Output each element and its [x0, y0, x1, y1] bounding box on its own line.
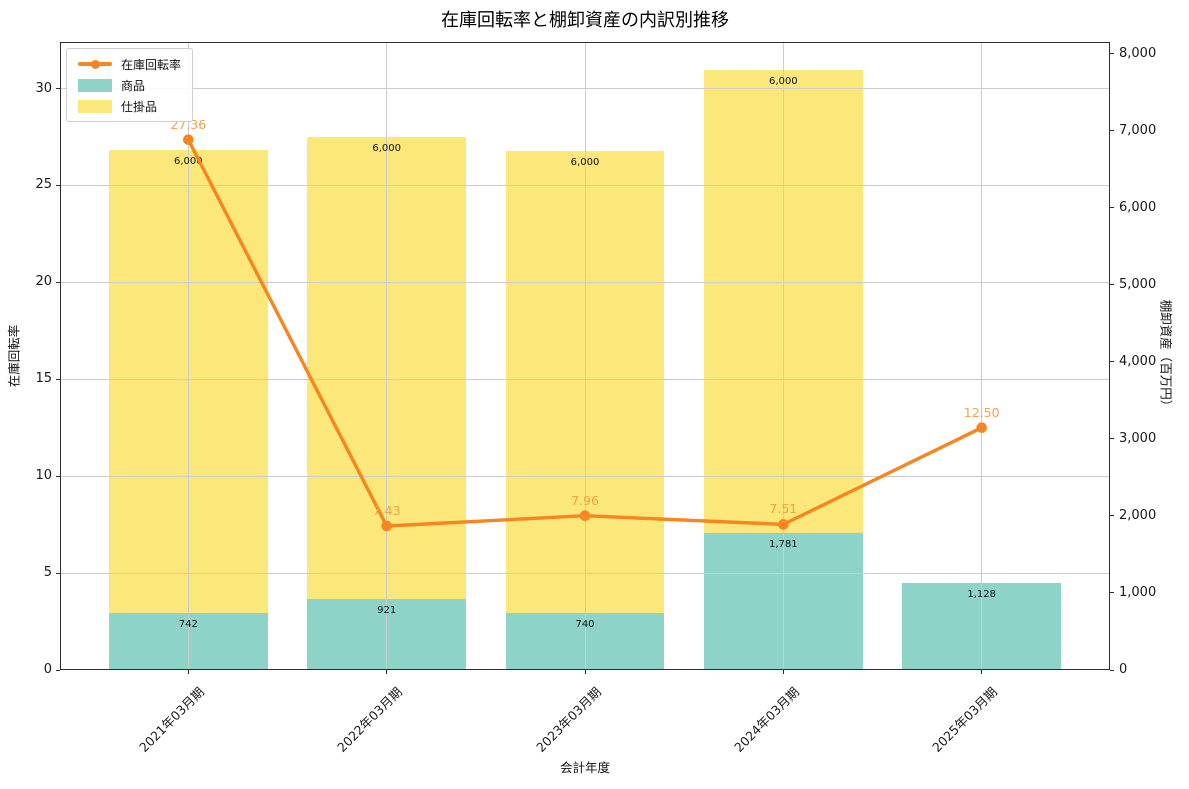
y-left-tick-label: 10 — [35, 468, 52, 484]
y-right-tick-label: 2,000 — [1119, 507, 1157, 523]
y-right-tick-mark — [1110, 669, 1114, 671]
x-tick-mark — [187, 670, 189, 674]
bar-value-label: 1,781 — [769, 538, 798, 550]
bar-value-label: 1,128 — [967, 589, 996, 601]
y-right-tick-label: 7,000 — [1119, 122, 1157, 138]
y-right-tick-mark — [1110, 515, 1114, 517]
x-tick-label: 2023年03月期 — [532, 684, 604, 755]
legend-label: 商品 — [121, 78, 146, 93]
y-right-tick-label: 0 — [1119, 662, 1128, 677]
gridline-vertical — [584, 42, 586, 670]
y-right-tick-label: 8,000 — [1119, 45, 1157, 61]
bar-value-label: 740 — [575, 618, 595, 630]
bar-value-label: 6,000 — [570, 156, 600, 168]
bar-value-label: 921 — [377, 605, 397, 617]
y-right-tick-mark — [1110, 361, 1114, 363]
gridline-vertical — [386, 42, 388, 670]
x-tick-mark — [782, 670, 784, 674]
y-right-tick-mark — [1110, 130, 1114, 132]
gridline-vertical — [187, 42, 189, 670]
bar-value-label: 6,000 — [173, 156, 203, 168]
legend-label: 在庫回転率 — [121, 57, 182, 72]
x-tick-mark — [386, 670, 388, 674]
legend-line-marker-icon — [78, 57, 112, 71]
legend-label: 仕掛品 — [121, 99, 158, 114]
y-right-tick-mark — [1110, 438, 1114, 440]
bar-value-label: 742 — [178, 618, 198, 630]
y-right-tick-label: 4,000 — [1119, 353, 1157, 369]
line-value-label: 7.51 — [769, 501, 798, 517]
y-left-tick-mark — [56, 475, 60, 477]
y-right-tick-label: 5,000 — [1119, 276, 1157, 292]
x-tick-label: 2022年03月期 — [334, 684, 406, 755]
x-tick-label: 2025年03月期 — [929, 684, 1001, 755]
legend-item-仕掛品: 仕掛品 — [78, 98, 181, 114]
y-right-tick-label: 3,000 — [1119, 430, 1157, 446]
x-tick-label: 2024年03月期 — [731, 684, 803, 755]
gridline-vertical — [981, 42, 983, 670]
y-left-tick-label: 5 — [43, 565, 52, 581]
legend-swatch-icon — [78, 78, 112, 92]
legend-item-在庫回転率: 在庫回転率 — [78, 56, 181, 72]
x-axis-label: 会計年度 — [559, 760, 610, 775]
y-left-tick-mark — [56, 184, 60, 186]
legend: 在庫回転率商品仕掛品 — [66, 48, 194, 122]
bar-value-label: 6,000 — [372, 142, 401, 154]
y-right-tick-label: 1,000 — [1119, 584, 1157, 600]
y-left-tick-mark — [56, 378, 60, 380]
y-right-tick-mark — [1110, 207, 1114, 209]
line-value-label: 7.96 — [571, 492, 599, 508]
y-left-tick-label: 0 — [43, 662, 52, 677]
y-left-tick-mark — [56, 572, 60, 574]
x-tick-label: 2021年03月期 — [136, 684, 208, 755]
y-right-tick-label: 6,000 — [1119, 199, 1157, 215]
x-tick-mark — [584, 670, 586, 674]
legend-item-商品: 商品 — [78, 77, 181, 93]
y-right-tick-mark — [1110, 284, 1114, 286]
line-value-label: 12.50 — [963, 404, 1000, 420]
y-left-tick-mark — [56, 669, 60, 671]
line-value-label: 7.43 — [372, 502, 401, 518]
y-left-tick-label: 20 — [35, 274, 52, 290]
y-right-tick-mark — [1110, 592, 1114, 594]
x-tick-mark — [981, 670, 983, 674]
y-left-tick-label: 25 — [35, 177, 52, 193]
y-left-tick-label: 15 — [35, 371, 52, 387]
legend-swatch-icon — [78, 99, 112, 113]
y-left-tick-mark — [56, 88, 60, 90]
y-left-tick-label: 30 — [35, 80, 52, 96]
gridline-vertical — [782, 42, 784, 670]
bar-value-label: 6,000 — [769, 76, 798, 88]
y-right-tick-mark — [1110, 53, 1114, 55]
y-left-tick-mark — [56, 281, 60, 283]
chart-title: 在庫回転率と棚卸資産の内訳別推移 — [441, 10, 729, 31]
